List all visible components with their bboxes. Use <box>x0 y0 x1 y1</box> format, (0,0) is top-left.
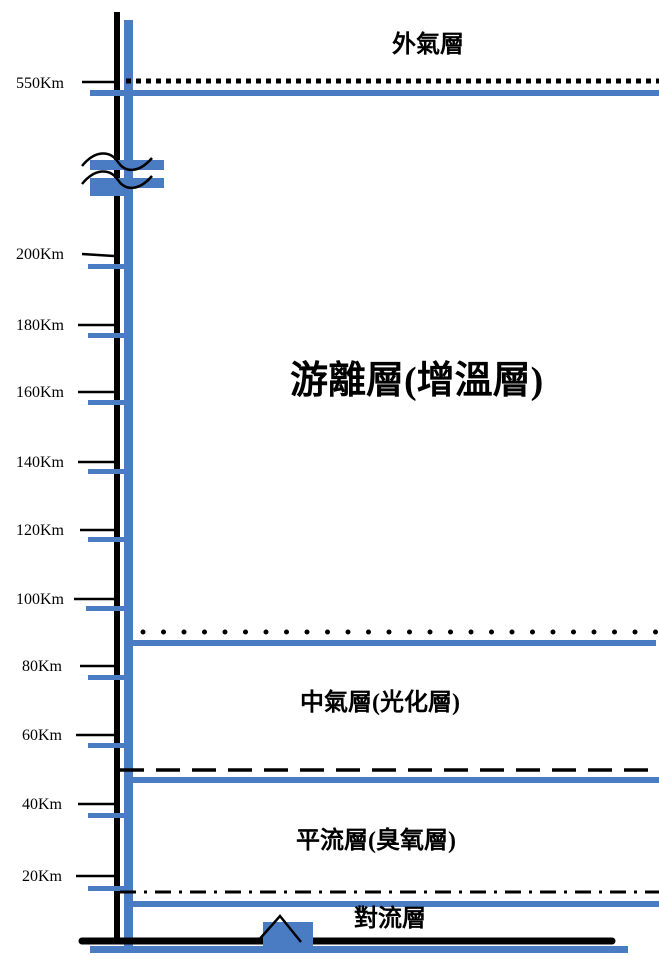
black-vertical-axis <box>114 12 120 944</box>
layer-label-stratosphere: 平流層(臭氧層) <box>296 826 456 854</box>
axis-label-80km: 80Km <box>22 658 63 675</box>
axis-break-icon <box>81 152 164 196</box>
blue-vertical-axis <box>124 20 133 953</box>
blue-ticks <box>86 264 124 891</box>
axis-label-180km: 180Km <box>16 317 65 334</box>
axis-label-160km: 160Km <box>16 384 65 401</box>
layer-label-mesosphere: 中氣層(光化層) <box>300 688 460 716</box>
axis-label-20km: 20Km <box>22 868 63 885</box>
axis-ticks <box>74 80 115 878</box>
axis-label-60km: 60Km <box>22 727 63 744</box>
layer-label-thermosphere: 游離層(增溫層) <box>290 360 543 402</box>
boundary-550-blue <box>90 90 659 96</box>
tick-200 <box>81 252 115 258</box>
mountain-icon <box>256 914 313 950</box>
axis-label-100km: 100Km <box>16 591 65 608</box>
axis-label-40km: 40Km <box>22 796 63 813</box>
axis-label-550km: 550Km <box>16 75 65 92</box>
boundary-meso-blue <box>133 777 659 783</box>
boundary-strato-blue <box>133 901 659 907</box>
axis-label-120km: 120Km <box>16 522 65 539</box>
ground-blue <box>90 946 628 953</box>
layer-label-troposphere: 對流層 <box>354 905 426 932</box>
layer-label-exosphere: 外氣層 <box>392 30 464 58</box>
axis-label-200km: 200Km <box>16 246 65 263</box>
axis-label-140km: 140Km <box>16 454 65 471</box>
boundary-thermo-blue <box>133 640 656 646</box>
